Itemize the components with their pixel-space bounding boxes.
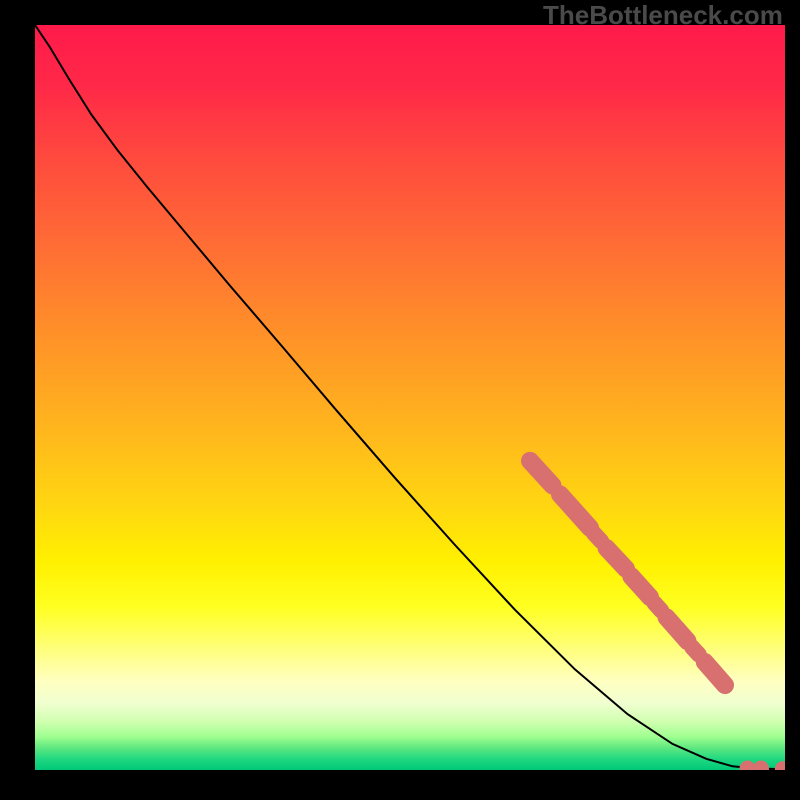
marker-segment <box>530 461 553 486</box>
marker-segment <box>631 576 650 597</box>
curve-line <box>35 25 785 769</box>
marker-segment <box>594 533 602 541</box>
marker-dot <box>775 761 785 770</box>
marker-segment <box>705 662 725 685</box>
marker-segment <box>560 494 590 528</box>
marker-dot <box>753 761 769 770</box>
marker-segment <box>655 603 662 610</box>
plot-area <box>35 25 785 770</box>
watermark: TheBottleneck.com <box>543 0 783 31</box>
chart-svg <box>35 25 785 770</box>
chart-container: TheBottleneck.com <box>0 0 800 800</box>
marker-segment <box>692 647 699 654</box>
marker-segment <box>607 548 627 569</box>
marker-segment <box>667 617 688 641</box>
